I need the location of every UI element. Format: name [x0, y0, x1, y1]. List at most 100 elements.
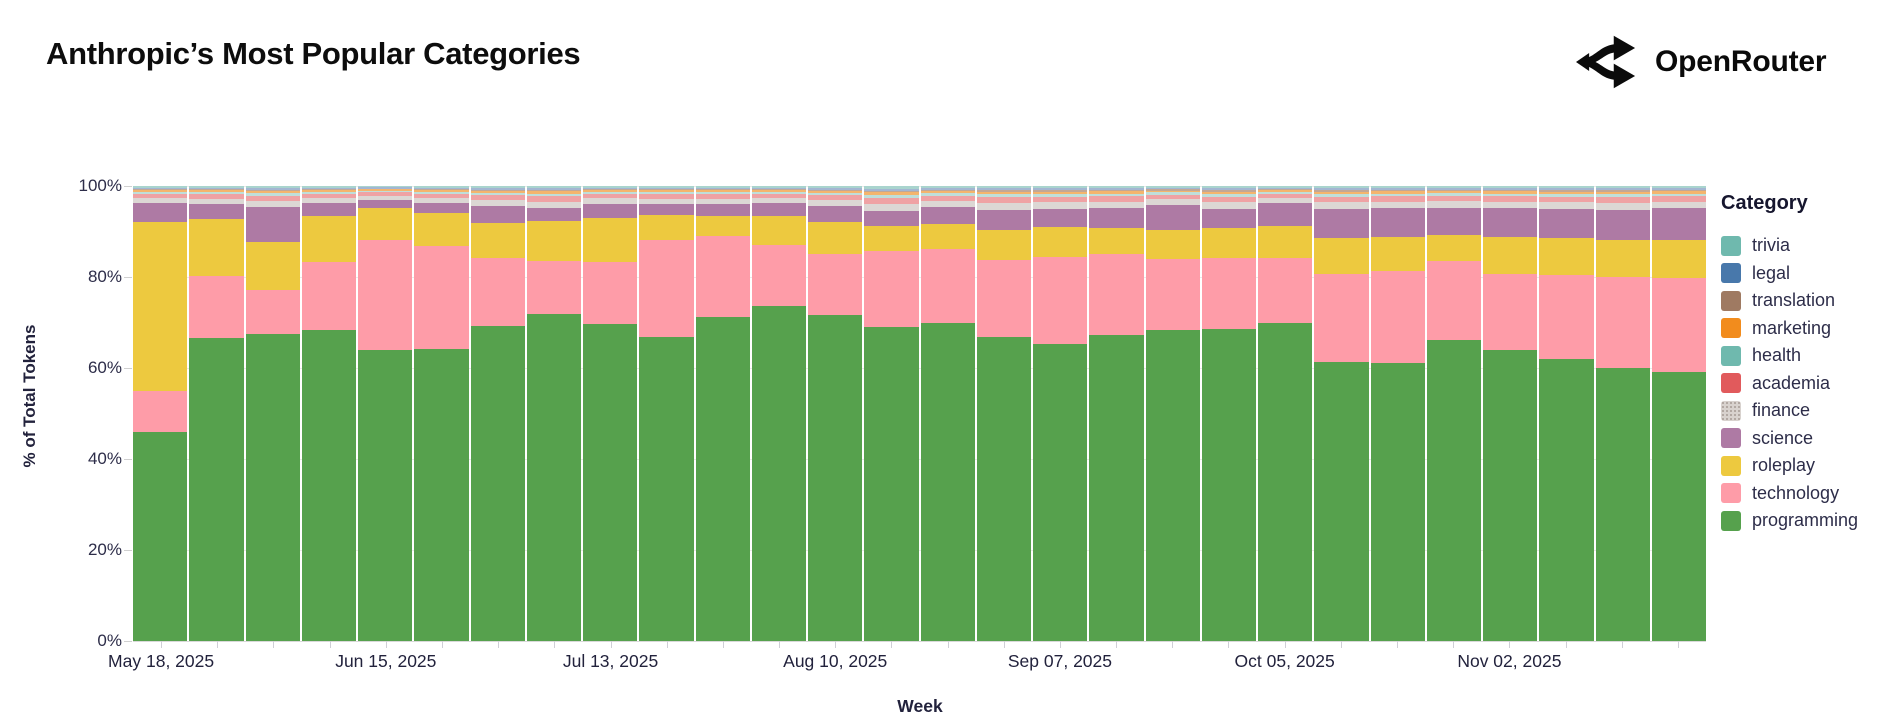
bar-segment-roleplay[interactable] [358, 207, 413, 240]
bar-segment-finance[interactable] [1258, 197, 1313, 203]
bar-segment-technology[interactable] [470, 258, 525, 326]
bar-segment-science[interactable] [1314, 209, 1369, 239]
bar-segment-health[interactable] [1370, 193, 1425, 197]
bar-segment-finance[interactable] [133, 197, 188, 203]
bar-segment-finance[interactable] [751, 197, 806, 203]
bar-segment-finance[interactable] [864, 203, 919, 211]
bar-segment-marketing[interactable] [245, 191, 300, 194]
bar-segment-trivia[interactable] [639, 186, 694, 188]
bar-segment-translation[interactable] [864, 190, 919, 192]
bar-week-Sep-14-2025[interactable] [1089, 186, 1144, 641]
bar-segment-trivia[interactable] [1370, 186, 1425, 189]
bar-segment-programming[interactable] [526, 314, 581, 641]
bar-segment-science[interactable] [1033, 209, 1088, 227]
bar-segment-health[interactable] [1595, 194, 1650, 198]
bar-segment-marketing[interactable] [414, 190, 469, 192]
bar-segment-translation[interactable] [358, 188, 413, 190]
bar-segment-finance[interactable] [1539, 202, 1594, 210]
bar-segment-roleplay[interactable] [133, 222, 188, 391]
bar-segment-marketing[interactable] [751, 190, 806, 192]
bar-segment-science[interactable] [695, 204, 750, 216]
bar-week-Jul-27-2025[interactable] [695, 186, 750, 641]
bar-segment-translation[interactable] [301, 189, 356, 191]
bar-segment-academia[interactable] [1483, 196, 1538, 202]
legend-item-marketing[interactable]: marketing [1721, 315, 1883, 343]
bar-segment-programming[interactable] [414, 348, 469, 641]
bar-segment-roleplay[interactable] [1595, 240, 1650, 277]
bar-segment-trivia[interactable] [976, 186, 1031, 189]
bar-segment-translation[interactable] [1258, 189, 1313, 191]
bar-segment-technology[interactable] [976, 260, 1031, 337]
bar-week-Sep-07-2025[interactable] [1033, 186, 1088, 641]
bar-segment-programming[interactable] [1539, 359, 1594, 641]
bar-segment-roleplay[interactable] [1426, 235, 1481, 261]
bar-segment-health[interactable] [920, 193, 975, 196]
bar-week-Nov-02-2025[interactable] [1483, 186, 1538, 641]
bar-segment-technology[interactable] [1258, 258, 1313, 324]
bar-segment-legal[interactable] [1258, 187, 1313, 190]
bar-segment-science[interactable] [583, 203, 638, 218]
bar-segment-health[interactable] [639, 192, 694, 195]
bar-segment-marketing[interactable] [1145, 190, 1200, 193]
bar-segment-technology[interactable] [920, 249, 975, 324]
bar-segment-translation[interactable] [1033, 190, 1088, 192]
bar-segment-marketing[interactable] [808, 190, 863, 193]
bar-segment-translation[interactable] [808, 189, 863, 191]
bar-segment-trivia[interactable] [808, 186, 863, 188]
bar-segment-translation[interactable] [470, 189, 525, 191]
bar-segment-academia[interactable] [639, 194, 694, 199]
bar-week-Jun-29-2025[interactable] [470, 186, 525, 641]
bar-segment-technology[interactable] [695, 235, 750, 318]
bar-week-Aug-17-2025[interactable] [864, 186, 919, 641]
bar-week-Jul-06-2025[interactable] [526, 186, 581, 641]
bar-segment-technology[interactable] [1651, 277, 1706, 373]
bar-segment-trivia[interactable] [1145, 186, 1200, 188]
bar-segment-academia[interactable] [414, 193, 469, 198]
bar-segment-marketing[interactable] [301, 190, 356, 192]
bar-segment-academia[interactable] [1033, 196, 1088, 203]
bar-segment-marketing[interactable] [1314, 191, 1369, 194]
bar-segment-legal[interactable] [1426, 188, 1481, 190]
legend-item-finance[interactable]: finance [1721, 397, 1883, 425]
bar-segment-science[interactable] [808, 205, 863, 223]
bar-segment-programming[interactable] [639, 336, 694, 641]
bar-week-Oct-19-2025[interactable] [1370, 186, 1425, 641]
bar-segment-technology[interactable] [1145, 259, 1200, 331]
bar-segment-translation[interactable] [976, 190, 1031, 192]
legend-item-health[interactable]: health [1721, 342, 1883, 370]
bar-week-Jun-15-2025[interactable] [358, 186, 413, 641]
bar-segment-science[interactable] [639, 204, 694, 216]
bar-segment-roleplay[interactable] [639, 215, 694, 241]
bar-segment-marketing[interactable] [920, 191, 975, 194]
bar-segment-science[interactable] [1370, 208, 1425, 237]
bar-week-Sep-21-2025[interactable] [1145, 186, 1200, 641]
bar-segment-roleplay[interactable] [751, 215, 806, 246]
bar-segment-science[interactable] [414, 202, 469, 214]
legend-item-trivia[interactable]: trivia [1721, 232, 1883, 260]
bar-segment-trivia[interactable] [1651, 186, 1706, 189]
bar-segment-academia[interactable] [976, 197, 1031, 203]
bar-segment-technology[interactable] [1201, 257, 1256, 330]
bar-segment-finance[interactable] [695, 198, 750, 205]
bar-segment-marketing[interactable] [1426, 191, 1481, 194]
bar-segment-trivia[interactable] [1595, 186, 1650, 189]
bar-week-Aug-03-2025[interactable] [751, 186, 806, 641]
bar-segment-technology[interactable] [1595, 276, 1650, 369]
bar-week-Nov-23-2025[interactable] [1651, 186, 1706, 641]
bar-segment-trivia[interactable] [751, 186, 806, 188]
bar-segment-programming[interactable] [189, 337, 244, 641]
bar-segment-translation[interactable] [695, 189, 750, 191]
bar-segment-programming[interactable] [1258, 323, 1313, 641]
bar-segment-programming[interactable] [1033, 343, 1088, 641]
bar-segment-marketing[interactable] [864, 192, 919, 195]
bar-segment-programming[interactable] [1370, 363, 1425, 641]
bar-segment-academia[interactable] [526, 196, 581, 202]
bar-segment-science[interactable] [133, 202, 188, 223]
legend-item-programming[interactable]: programming [1721, 507, 1883, 535]
bar-segment-roleplay[interactable] [920, 223, 975, 250]
bar-segment-roleplay[interactable] [1089, 228, 1144, 255]
bar-segment-technology[interactable] [1426, 260, 1481, 341]
bar-segment-health[interactable] [1651, 193, 1706, 197]
bar-segment-programming[interactable] [1314, 362, 1369, 641]
bar-segment-legal[interactable] [470, 188, 525, 190]
